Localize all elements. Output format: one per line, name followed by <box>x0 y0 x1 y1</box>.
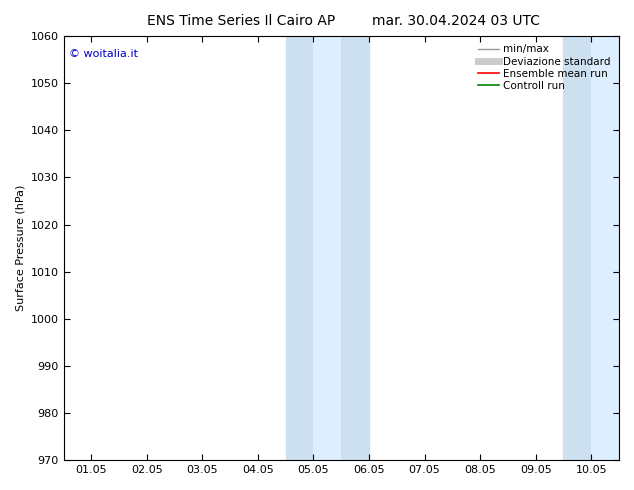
Bar <box>313 36 341 460</box>
Text: © woitalia.it: © woitalia.it <box>69 49 138 59</box>
Y-axis label: Surface Pressure (hPa): Surface Pressure (hPa) <box>15 185 25 311</box>
Bar <box>592 36 619 460</box>
Bar <box>286 36 313 460</box>
Bar <box>564 36 592 460</box>
Legend: min/max, Deviazione standard, Ensemble mean run, Controll run: min/max, Deviazione standard, Ensemble m… <box>475 41 614 94</box>
Text: ENS Time Series Il Cairo AP: ENS Time Series Il Cairo AP <box>147 14 335 28</box>
Bar <box>341 36 369 460</box>
Text: mar. 30.04.2024 03 UTC: mar. 30.04.2024 03 UTC <box>373 14 540 28</box>
